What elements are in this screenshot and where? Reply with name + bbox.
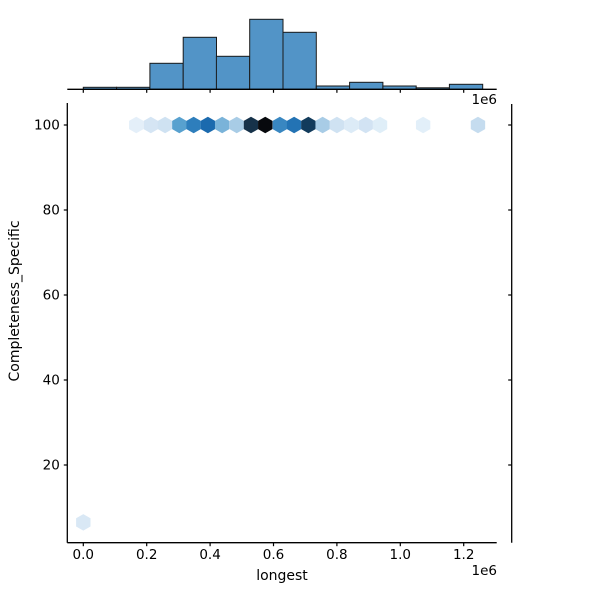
hexbin-cell (229, 116, 244, 134)
hexbin-cell (186, 116, 201, 134)
y-tick-label: 20 (43, 458, 60, 474)
hexbin-cell (301, 116, 316, 134)
hexbin-cell (272, 116, 288, 134)
hexbin-cell (343, 116, 359, 134)
x-tick-label: 0.6 (263, 547, 284, 563)
hexbin-cell (258, 116, 273, 134)
histogram-bar (149, 62, 184, 90)
hexbin-cell (157, 116, 173, 134)
marginal-y-axes (508, 104, 513, 543)
hexbin-cell (315, 116, 330, 134)
x-tick-label: 0.0 (73, 547, 94, 563)
hexbin-cell (243, 116, 259, 134)
histogram-bar (282, 31, 317, 90)
hexbin-cell (358, 116, 373, 134)
histogram-bar (215, 55, 251, 90)
histogram-bar (349, 81, 384, 90)
x-tick-label: 0.8 (326, 547, 347, 563)
histogram-bar (448, 83, 484, 90)
hexbin-cell (372, 116, 388, 134)
x-tick-label: 0.2 (136, 547, 157, 563)
hexbin-cell (214, 116, 230, 134)
y-tick-label: 100 (34, 118, 60, 134)
y-tick-label: 40 (43, 373, 60, 389)
histogram-bar (249, 18, 284, 90)
hexbin-cell (129, 116, 144, 134)
main-axes: 0.0 0.2 0.4 0.6 0.8 1.0 1.2 20 40 60 80 100 (34, 103, 497, 563)
hexbin-cell (76, 514, 91, 531)
hexbin-cell (415, 116, 431, 134)
y-axis-label: Completeness_Specific (7, 220, 23, 382)
marginal-x-histogram (67, 18, 497, 93)
hexbin-cell (470, 116, 486, 134)
x-tick-label: 1.0 (390, 547, 411, 563)
hexbin-cell (286, 116, 302, 134)
x-tick-label: 1.2 (453, 547, 474, 563)
x-axis-label: longest (256, 568, 308, 584)
hexbin-cell (329, 116, 345, 134)
hexbin-cell (200, 116, 216, 134)
y-tick-label: 80 (43, 203, 60, 219)
x-tick-label: 0.4 (199, 547, 220, 563)
x-axis-offset-text: 1e6 (471, 563, 497, 579)
hexbin-cell (143, 116, 159, 134)
hist-axis-offset-text: 1e6 (471, 92, 497, 108)
hexbin-cells (76, 116, 486, 531)
y-tick-label: 60 (43, 288, 60, 304)
hexbin-cell (172, 116, 187, 134)
histogram-bar (182, 36, 217, 90)
